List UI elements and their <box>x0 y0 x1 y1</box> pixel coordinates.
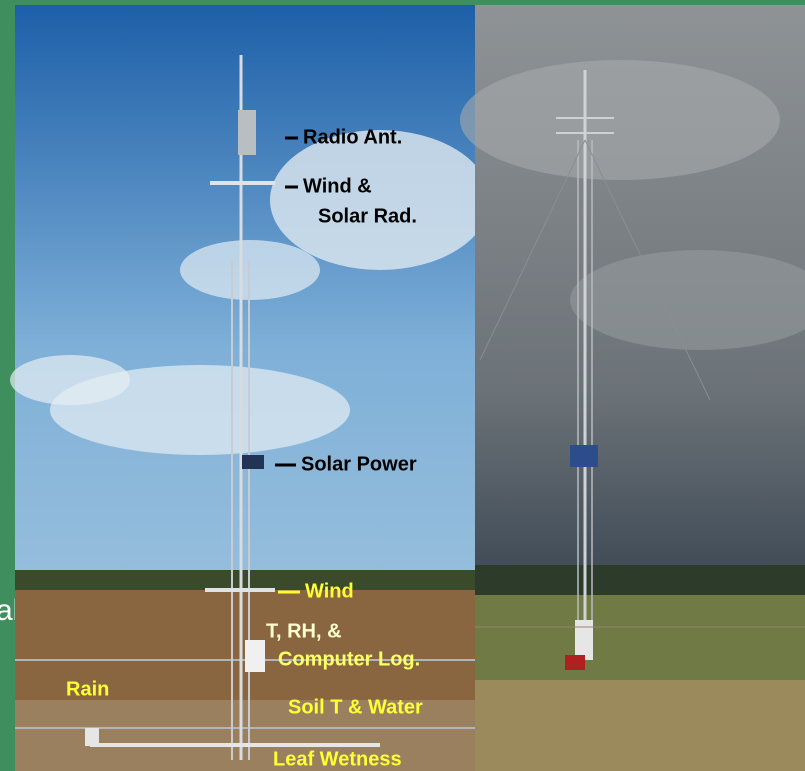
photo-label: Soil T & Water <box>288 696 423 718</box>
photo-label: Computer Log. <box>278 648 420 670</box>
photo-label: Wind <box>305 580 354 602</box>
right-photo <box>460 5 805 771</box>
photo-label: Solar Rad. <box>318 205 417 227</box>
photo-label: Rain <box>66 678 109 700</box>
slide: al Radio Ant.Wind &Solar Rad.Solar Power… <box>0 0 805 771</box>
photo-label: Solar Power <box>301 453 417 475</box>
photo-label: T, RH, & <box>266 620 342 642</box>
photo-label: Leaf Wetness <box>273 748 402 770</box>
photo-label: Radio Ant. <box>303 126 402 148</box>
page: al Radio Ant.Wind &Solar Rad.Solar Power… <box>0 0 805 771</box>
photo-label: Wind & <box>303 175 372 197</box>
